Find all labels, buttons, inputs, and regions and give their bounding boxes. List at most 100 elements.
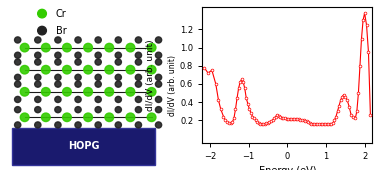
Circle shape xyxy=(95,122,101,128)
Circle shape xyxy=(84,65,93,74)
Circle shape xyxy=(135,107,141,113)
Circle shape xyxy=(105,43,114,52)
Circle shape xyxy=(95,59,101,65)
Circle shape xyxy=(20,65,29,74)
Circle shape xyxy=(135,37,141,43)
Circle shape xyxy=(55,96,61,103)
FancyBboxPatch shape xyxy=(12,128,155,165)
Circle shape xyxy=(75,74,81,80)
Circle shape xyxy=(55,52,61,58)
Circle shape xyxy=(155,107,162,113)
Circle shape xyxy=(55,107,61,113)
Circle shape xyxy=(35,59,41,65)
Circle shape xyxy=(147,88,156,96)
Circle shape xyxy=(95,37,101,43)
Circle shape xyxy=(115,37,121,43)
Circle shape xyxy=(126,43,135,52)
Circle shape xyxy=(15,81,21,87)
Circle shape xyxy=(75,37,81,43)
Circle shape xyxy=(147,65,156,74)
Circle shape xyxy=(95,81,101,87)
Circle shape xyxy=(42,43,50,52)
Circle shape xyxy=(15,59,21,65)
Circle shape xyxy=(95,96,101,103)
Circle shape xyxy=(63,88,71,96)
Circle shape xyxy=(75,107,81,113)
Circle shape xyxy=(75,81,81,87)
Circle shape xyxy=(75,122,81,128)
Circle shape xyxy=(35,52,41,58)
Circle shape xyxy=(42,88,50,96)
Circle shape xyxy=(147,113,156,122)
Circle shape xyxy=(20,113,29,122)
Circle shape xyxy=(155,74,162,80)
Circle shape xyxy=(115,122,121,128)
Circle shape xyxy=(126,88,135,96)
Circle shape xyxy=(135,122,141,128)
Circle shape xyxy=(95,74,101,80)
Circle shape xyxy=(15,37,21,43)
Circle shape xyxy=(42,113,50,122)
Circle shape xyxy=(135,59,141,65)
Circle shape xyxy=(35,37,41,43)
Circle shape xyxy=(63,65,71,74)
Circle shape xyxy=(105,65,114,74)
Text: Br: Br xyxy=(56,26,67,36)
Circle shape xyxy=(75,52,81,58)
Circle shape xyxy=(115,74,121,80)
Circle shape xyxy=(95,107,101,113)
Circle shape xyxy=(155,81,162,87)
Circle shape xyxy=(20,43,29,52)
Circle shape xyxy=(135,81,141,87)
Circle shape xyxy=(135,96,141,103)
Circle shape xyxy=(15,74,21,80)
Circle shape xyxy=(55,81,61,87)
Circle shape xyxy=(84,88,93,96)
Circle shape xyxy=(155,122,162,128)
Circle shape xyxy=(155,96,162,103)
Circle shape xyxy=(75,96,81,103)
Circle shape xyxy=(38,9,46,18)
Circle shape xyxy=(147,43,156,52)
Circle shape xyxy=(38,26,46,35)
Circle shape xyxy=(15,107,21,113)
Circle shape xyxy=(20,88,29,96)
Circle shape xyxy=(35,96,41,103)
Circle shape xyxy=(115,52,121,58)
Circle shape xyxy=(155,37,162,43)
Circle shape xyxy=(105,113,114,122)
Circle shape xyxy=(115,81,121,87)
Circle shape xyxy=(84,43,93,52)
Circle shape xyxy=(105,88,114,96)
Circle shape xyxy=(115,107,121,113)
Circle shape xyxy=(15,96,21,103)
Circle shape xyxy=(55,122,61,128)
Circle shape xyxy=(35,107,41,113)
Circle shape xyxy=(42,65,50,74)
Circle shape xyxy=(155,59,162,65)
Circle shape xyxy=(63,113,71,122)
X-axis label: Energy (eV): Energy (eV) xyxy=(259,166,316,170)
Circle shape xyxy=(15,122,21,128)
Circle shape xyxy=(95,52,101,58)
Circle shape xyxy=(126,113,135,122)
Circle shape xyxy=(55,74,61,80)
Text: HOPG: HOPG xyxy=(68,141,99,151)
Circle shape xyxy=(155,52,162,58)
Circle shape xyxy=(35,74,41,80)
Circle shape xyxy=(15,52,21,58)
Circle shape xyxy=(55,59,61,65)
Circle shape xyxy=(115,59,121,65)
Circle shape xyxy=(35,122,41,128)
Circle shape xyxy=(35,81,41,87)
Y-axis label: dI/dV (arb. unit): dI/dV (arb. unit) xyxy=(146,39,155,111)
Circle shape xyxy=(63,43,71,52)
Circle shape xyxy=(75,59,81,65)
Circle shape xyxy=(84,113,93,122)
Text: Cr: Cr xyxy=(56,9,67,19)
Circle shape xyxy=(135,52,141,58)
Circle shape xyxy=(135,74,141,80)
Circle shape xyxy=(55,37,61,43)
Text: dI/dV (arb. unit): dI/dV (arb. unit) xyxy=(168,55,177,115)
Circle shape xyxy=(126,65,135,74)
